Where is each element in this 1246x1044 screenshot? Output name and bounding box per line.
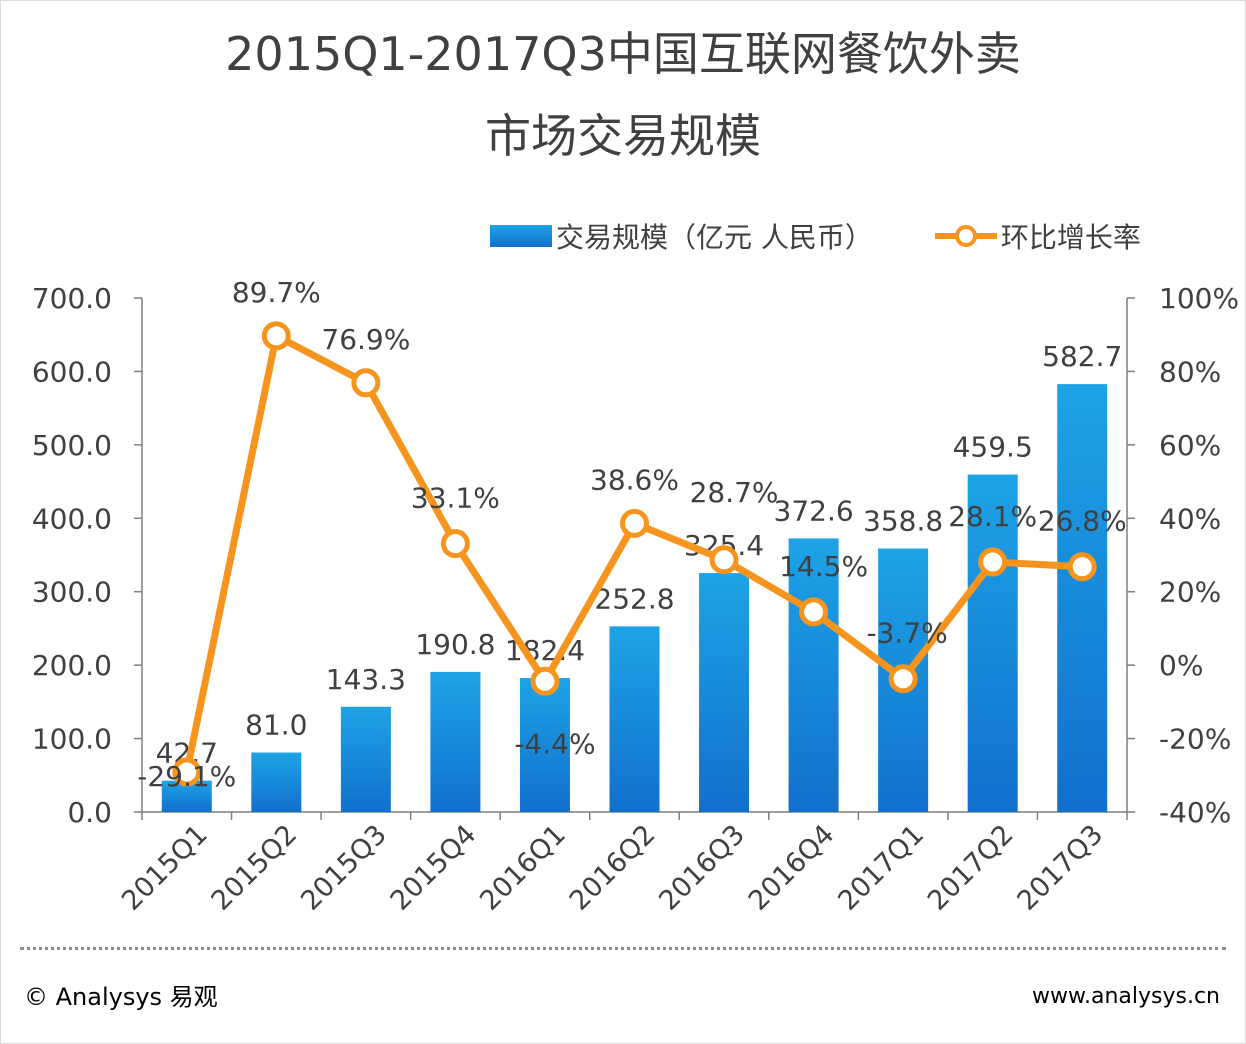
bar-2015Q3: [340, 706, 391, 812]
x-tick-label: 2016Q3: [653, 819, 751, 917]
bar-2016Q3: [699, 573, 750, 812]
growth-point-2016Q1: [530, 666, 560, 696]
bar-value-label: 582.7: [1042, 340, 1122, 373]
growth-rate-label: 33.1%: [411, 482, 500, 515]
y-right-tick-label: 20%: [1159, 576, 1221, 609]
y-right-tick-label: 80%: [1159, 355, 1221, 388]
bar-2015Q4: [430, 671, 481, 812]
bar-2016Q2: [609, 626, 660, 812]
y-left-tick-label: 0.0: [67, 796, 112, 829]
growth-rate-label: 26.8%: [1038, 505, 1127, 538]
y-left-tick-label: 500.0: [32, 429, 112, 462]
chart-title-line1: 2015Q1-2017Q3中国互联网餐饮外卖: [225, 27, 1021, 81]
growth-rate-label: 28.7%: [690, 476, 779, 509]
x-tick-label: 2016Q4: [743, 819, 841, 917]
x-tick-label: 2016Q1: [474, 819, 572, 917]
growth-point-2015Q2: [261, 321, 291, 351]
bar-value-label: 81.0: [245, 709, 307, 742]
growth-point-2016Q3: [709, 545, 739, 575]
growth-rate-label: 28.1%: [948, 500, 1037, 533]
growth-point-2017Q2: [978, 547, 1008, 577]
legend-line-label: 环比增长率: [1000, 221, 1141, 254]
growth-rate-label: -3.7%: [867, 617, 948, 650]
chart-title-line2: 市场交易规模: [485, 109, 761, 163]
bar-2017Q3: [1057, 384, 1108, 812]
growth-rate-label: -4.4%: [514, 727, 595, 760]
bar-2015Q2: [251, 752, 302, 812]
bar-value-label: 358.8: [863, 505, 943, 538]
y-right-tick-label: 0%: [1159, 649, 1203, 682]
bar-2016Q4: [788, 538, 839, 812]
footer-copyright: © Analysys 易观: [24, 983, 218, 1011]
x-tick-label: 2017Q3: [1011, 819, 1109, 917]
growth-rate-label: 89.7%: [232, 276, 321, 309]
growth-rate-label: 38.6%: [590, 463, 679, 496]
x-tick-label: 2015Q4: [385, 819, 483, 917]
x-tick-label: 2017Q1: [832, 819, 930, 917]
bar-value-label: 143.3: [326, 663, 406, 696]
y-right-tick-label: 60%: [1159, 429, 1221, 462]
legend-bar-label: 交易规模（亿元 人民币）: [556, 221, 873, 254]
bar-value-label: 252.8: [594, 582, 674, 615]
growth-rate-label: 14.5%: [779, 550, 868, 583]
growth-point-2016Q2: [620, 508, 649, 538]
growth-point-2015Q1: [172, 757, 202, 787]
growth-point-2015Q3: [351, 368, 381, 398]
chart-legend: 交易规模（亿元 人民币） 环比增长率: [490, 214, 1141, 258]
y-left-tick-label: 700.0: [32, 282, 112, 315]
bar-2016Q1: [519, 678, 570, 812]
x-tick-label: 2016Q2: [564, 819, 662, 917]
bar-2017Q2: [967, 474, 1018, 812]
y-right-tick-label: 100%: [1159, 282, 1239, 315]
x-tick-label: 2015Q1: [116, 819, 214, 917]
footer-divider: [20, 947, 1226, 950]
legend-line-swatch: [934, 225, 997, 247]
growth-rate-label: 76.9%: [321, 323, 410, 356]
y-right-tick-label: -40%: [1159, 796, 1231, 829]
growth-point-2017Q3: [1067, 552, 1097, 582]
x-tick-label: 2015Q3: [295, 819, 393, 917]
y-left-tick-label: 200.0: [32, 649, 112, 682]
growth-rate-label: -29.1%: [137, 760, 236, 793]
growth-point-2015Q4: [440, 529, 470, 559]
y-right-tick-label: 40%: [1159, 502, 1221, 535]
bar-value-label: 459.5: [953, 431, 1033, 464]
y-right-tick-label: -20%: [1159, 723, 1231, 756]
y-left-tick-label: 600.0: [32, 355, 112, 388]
growth-point-2016Q4: [799, 597, 829, 627]
growth-point-2017Q1: [888, 664, 918, 694]
footer-website: www.analysys.cn: [1032, 984, 1220, 1009]
x-tick-label: 2015Q2: [206, 819, 304, 917]
x-tick-label: 2017Q2: [922, 819, 1020, 917]
bar-value-label: 190.8: [415, 628, 495, 661]
legend-bar-swatch: [490, 225, 552, 247]
bar-value-label: 372.6: [774, 494, 854, 527]
y-left-tick-label: 100.0: [32, 723, 112, 756]
y-left-tick-label: 300.0: [32, 576, 112, 609]
y-left-tick-label: 400.0: [32, 502, 112, 535]
